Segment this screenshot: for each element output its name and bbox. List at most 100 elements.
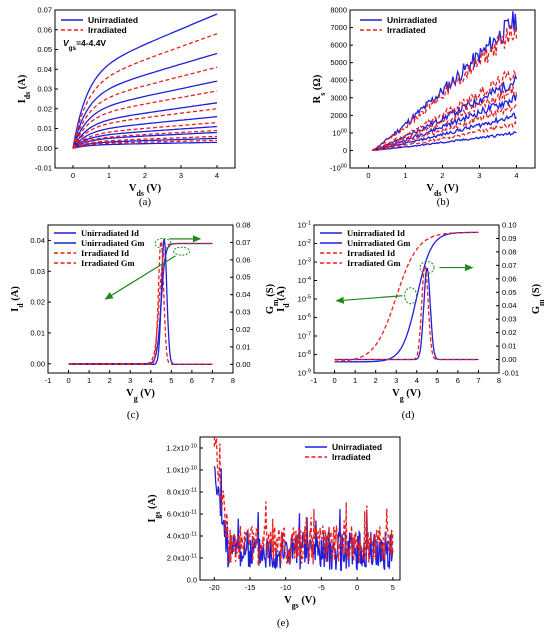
y-axis-label: Ids (A)	[17, 74, 32, 103]
series-line	[72, 116, 218, 149]
x-axis-label: Vds (V)	[426, 183, 459, 198]
x-tick-label: 4	[215, 171, 219, 180]
x-tick-label: -1	[45, 376, 52, 385]
legend-entry: Irradiated Gm	[347, 258, 401, 268]
y-tick-label: 1.0x10-10	[166, 466, 197, 475]
y-tick-label: 0.07	[37, 6, 52, 15]
panel-label: (d)	[402, 409, 415, 421]
series-line	[72, 102, 218, 149]
x-tick-label: 0	[71, 171, 75, 180]
x-tick-label: 0	[66, 376, 70, 385]
legend-entry: Unirradiated Gm	[347, 238, 411, 248]
x-axis-label: Vds (V)	[129, 183, 162, 198]
series-line	[371, 85, 518, 152]
y2-tick-label: 0.08	[502, 247, 517, 256]
legend-entry: Irradiated	[332, 452, 371, 462]
y2-tick-label: 0.03	[502, 315, 517, 324]
annotation-text: Vgs=4-4.4V	[63, 38, 106, 52]
x-axis-label: Vg (V)	[126, 388, 155, 403]
plot-frame	[199, 436, 401, 581]
y-tick-label: 0.04	[37, 65, 52, 74]
legend-entry: Irradiated Id	[347, 248, 395, 258]
y-tick-label: 8.0x10-11	[167, 488, 197, 497]
y-tick-label: 10-7	[298, 332, 311, 341]
x-tick-label: 4	[149, 376, 153, 385]
x-tick-label: 2	[108, 376, 112, 385]
x-tick-label: 0	[366, 171, 370, 180]
y-tick-label: 1.2x10-10	[166, 444, 197, 453]
y2-tick-label: 0.07	[236, 238, 251, 247]
y-tick-label: -1000	[330, 164, 347, 173]
y2-tick-label: 0.06	[236, 255, 251, 264]
y2-tick-label: 0.08	[236, 221, 251, 230]
x-tick-label: 1	[353, 376, 357, 385]
arrow-left	[104, 255, 176, 300]
y2-tick-label: 0.00	[236, 360, 251, 369]
y2-tick-label: 0.09	[502, 234, 517, 243]
panel-d: -1 0 1 2 3 4 5 6 7 8 10-9 10-8 10-7 10-6 10-5 10-4 10-3 1…	[276, 221, 546, 422]
legend-entry: Unirradiated	[387, 15, 437, 25]
y-tick-label: 4.0x10-11	[167, 532, 197, 541]
panel-a: 0 1 2 3 4 -0.01 0.00 0.01 0.02 0.03 0.04 0.05 0.06 0.…	[17, 6, 236, 208]
x-tick-label: 6	[456, 376, 460, 385]
panel-c: -1 0 1 2 3 4 5 6 7 80.000.010.020.030.040.000.010…	[10, 221, 280, 422]
y-tick-label: 10-2	[298, 239, 311, 248]
series-line	[72, 80, 218, 149]
y-tick-label: 0.02	[30, 298, 45, 307]
series-line	[72, 52, 218, 149]
series-line	[372, 120, 518, 152]
series-line	[72, 125, 218, 149]
y-tick-label: 1000	[332, 128, 347, 137]
series-line	[72, 131, 218, 149]
y-tick-label: 7000	[330, 23, 347, 32]
panel-label: (c)	[127, 409, 140, 421]
y-tick-label: 10-1	[298, 221, 311, 230]
x-tick-label: 7	[210, 376, 214, 385]
y2-tick-label: 0.02	[236, 325, 251, 334]
x-tick-label: 3	[477, 171, 481, 180]
series-line	[72, 90, 218, 149]
y2-tick-label: 0.04	[236, 290, 251, 299]
x-tick-label: 7	[476, 376, 480, 385]
series-line	[371, 92, 518, 152]
y-tick-label: 8000	[330, 6, 347, 15]
y-tick-label: 0	[343, 146, 347, 155]
y2-axis-label: Gm (S)	[265, 283, 280, 314]
y-tick-label: 2000	[330, 111, 347, 120]
y2-tick-label: 0.03	[236, 308, 251, 317]
x-tick-label: 6	[190, 376, 194, 385]
y-tick-label: 10-5	[298, 295, 311, 304]
y-axis-label: Id (A)	[10, 286, 25, 312]
id-line	[334, 231, 479, 363]
series-line	[372, 103, 518, 151]
plot-frame	[47, 224, 234, 374]
series-line	[72, 121, 218, 149]
x-tick-label: 8	[231, 376, 235, 385]
y-tick-label: 6.0x10-11	[167, 510, 197, 519]
y2-tick-label: 0.05	[236, 273, 251, 282]
legend-entry: Unirradiated Gm	[81, 238, 145, 248]
series-line	[72, 33, 218, 149]
y-tick-label: -0.01	[35, 164, 52, 173]
y-tick-label: 0.01	[30, 328, 45, 337]
y-axis-label: Rs (Ω)	[312, 74, 327, 103]
y2-tick-label: 0.07	[502, 261, 517, 270]
y-tick-label: 0.06	[37, 25, 52, 34]
y-tick-label: 10-3	[298, 258, 311, 267]
y-tick-label: 2.0x10-11	[167, 554, 197, 563]
highlight-ellipse	[154, 238, 172, 249]
series-line	[72, 139, 217, 149]
series-line	[372, 130, 517, 152]
series-line	[372, 23, 518, 152]
y-tick-label: 0.00	[37, 144, 52, 153]
panel-b: 0 1 2 3 4 -1000 0 1000 2000 3000 4000 5000 6000 7000 8…	[312, 6, 536, 208]
x-tick-label: -10	[280, 583, 291, 592]
legend-entry: Unirradiated	[332, 442, 382, 452]
x-tick-label: 8	[497, 376, 501, 385]
x-tick-label: 4	[514, 171, 518, 180]
y-tick-label: 4000	[330, 76, 347, 85]
legend-entry: Unirradiated	[88, 15, 138, 25]
x-tick-label: 3	[179, 171, 183, 180]
x-tick-label: 1	[403, 171, 407, 180]
legend-entry: Irradiated	[387, 25, 426, 35]
